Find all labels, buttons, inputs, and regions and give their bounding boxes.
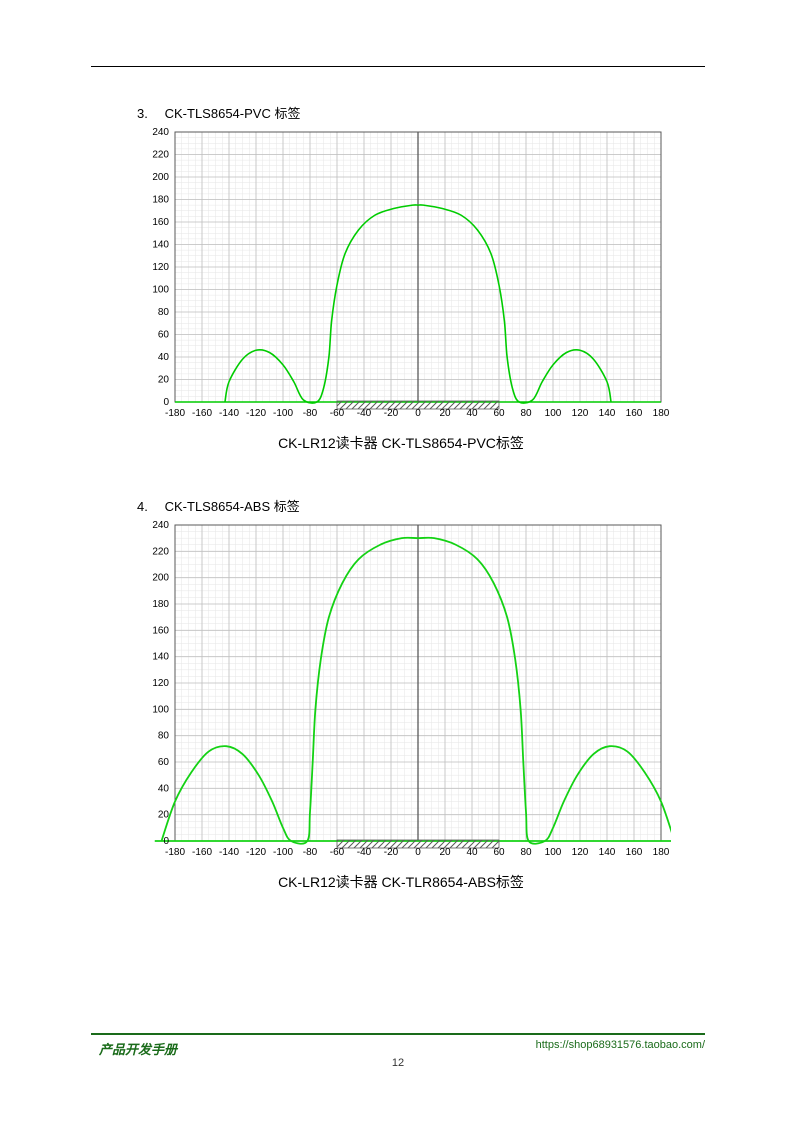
chart-caption: CK-LR12读卡器 CK-TLR8654-ABS标签: [131, 872, 671, 892]
svg-text:200: 200: [152, 172, 169, 183]
svg-text:120: 120: [572, 847, 589, 858]
svg-text:60: 60: [158, 330, 170, 341]
svg-text:-40: -40: [357, 847, 372, 858]
svg-text:-120: -120: [246, 408, 266, 419]
svg-text:220: 220: [152, 546, 169, 557]
svg-text:40: 40: [466, 847, 478, 858]
svg-text:-140: -140: [219, 847, 239, 858]
svg-text:-20: -20: [384, 847, 399, 858]
svg-text:-80: -80: [303, 408, 318, 419]
footer-right-link[interactable]: https://shop68931576.taobao.com/: [485, 1039, 705, 1051]
section-4-title: 4. CK-TLS8654-ABS 标签: [137, 496, 300, 515]
svg-text:40: 40: [158, 783, 170, 794]
svg-text:-180: -180: [165, 847, 185, 858]
svg-text:160: 160: [626, 847, 643, 858]
svg-text:220: 220: [152, 150, 169, 161]
svg-text:60: 60: [493, 408, 505, 419]
svg-text:80: 80: [158, 731, 170, 742]
footer-left-text: 产品开发手册: [99, 1039, 177, 1058]
svg-text:140: 140: [152, 240, 169, 251]
svg-text:0: 0: [163, 836, 169, 847]
svg-text:-120: -120: [246, 847, 266, 858]
svg-text:140: 140: [599, 847, 616, 858]
svg-text:-100: -100: [273, 847, 293, 858]
section-label: CK-TLS8654-PVC 标签: [165, 106, 301, 121]
footer-rule: [91, 1033, 705, 1035]
svg-text:180: 180: [152, 195, 169, 206]
svg-text:140: 140: [599, 408, 616, 419]
svg-text:160: 160: [152, 625, 169, 636]
svg-text:160: 160: [152, 217, 169, 228]
chart-svg: 020406080100120140160180200220240-180-16…: [131, 519, 671, 863]
chart-1-container: 020406080100120140160180200220240-180-16…: [131, 126, 671, 453]
svg-text:80: 80: [520, 408, 532, 419]
svg-text:20: 20: [158, 810, 170, 821]
chart-caption: CK-LR12读卡器 CK-TLS8654-PVC标签: [131, 433, 671, 453]
svg-text:-80: -80: [303, 847, 318, 858]
svg-text:180: 180: [653, 847, 670, 858]
svg-text:240: 240: [152, 520, 169, 531]
section-label: CK-TLS8654-ABS 标签: [165, 499, 300, 514]
svg-text:200: 200: [152, 573, 169, 584]
svg-text:-60: -60: [330, 408, 345, 419]
svg-text:20: 20: [439, 408, 451, 419]
svg-text:0: 0: [415, 847, 421, 858]
svg-text:40: 40: [158, 352, 170, 363]
page-number: 12: [368, 1057, 428, 1069]
svg-text:20: 20: [439, 847, 451, 858]
chart-svg: 020406080100120140160180200220240-180-16…: [131, 126, 671, 424]
svg-text:60: 60: [158, 757, 170, 768]
svg-text:100: 100: [152, 285, 169, 296]
svg-text:80: 80: [158, 307, 170, 318]
svg-text:100: 100: [545, 408, 562, 419]
svg-text:180: 180: [152, 599, 169, 610]
section-number: 3.: [137, 106, 161, 121]
header-rule: [91, 66, 705, 67]
svg-text:-140: -140: [219, 408, 239, 419]
svg-text:-100: -100: [273, 408, 293, 419]
document-page: 3. CK-TLS8654-PVC 标签 0204060801001201401…: [0, 0, 793, 1122]
svg-text:0: 0: [415, 408, 421, 419]
svg-text:-40: -40: [357, 408, 372, 419]
svg-text:40: 40: [466, 408, 478, 419]
svg-text:-180: -180: [165, 408, 185, 419]
svg-text:100: 100: [152, 704, 169, 715]
svg-text:120: 120: [152, 678, 169, 689]
section-number: 4.: [137, 499, 161, 514]
svg-text:160: 160: [626, 408, 643, 419]
chart-2-container: 020406080100120140160180200220240-180-16…: [131, 519, 671, 892]
svg-text:-60: -60: [330, 847, 345, 858]
svg-text:100: 100: [545, 847, 562, 858]
svg-text:80: 80: [520, 847, 532, 858]
svg-text:60: 60: [493, 847, 505, 858]
svg-text:140: 140: [152, 652, 169, 663]
svg-text:20: 20: [158, 375, 170, 386]
svg-text:120: 120: [152, 262, 169, 273]
svg-text:-160: -160: [192, 408, 212, 419]
svg-text:-160: -160: [192, 847, 212, 858]
svg-text:-20: -20: [384, 408, 399, 419]
svg-text:0: 0: [163, 397, 169, 408]
svg-text:120: 120: [572, 408, 589, 419]
section-3-title: 3. CK-TLS8654-PVC 标签: [137, 103, 300, 122]
svg-text:240: 240: [152, 127, 169, 138]
svg-text:180: 180: [653, 408, 670, 419]
